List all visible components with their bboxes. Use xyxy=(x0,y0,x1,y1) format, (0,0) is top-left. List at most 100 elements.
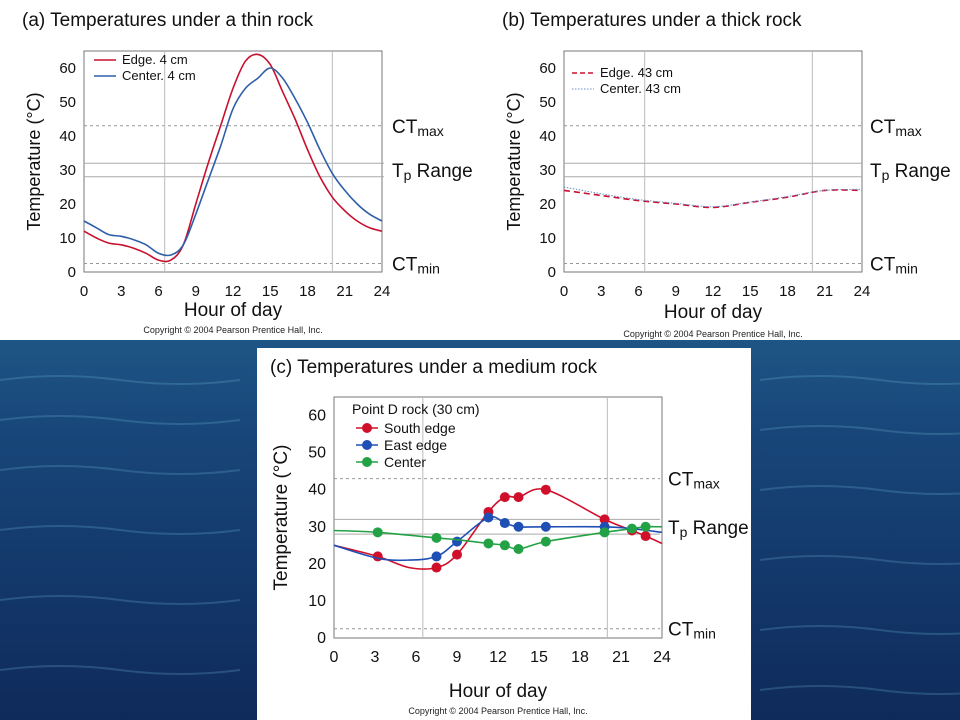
x-tick-label: 3 xyxy=(597,283,605,300)
reference-label-sub: p xyxy=(882,167,890,183)
series-point-1 xyxy=(372,551,383,562)
y-tick-label: 30 xyxy=(308,519,326,536)
x-axis-label: Hour of day xyxy=(449,681,548,702)
chart-title: (c) Temperatures under a medium rock xyxy=(270,357,597,378)
x-tick-label: 9 xyxy=(192,283,200,300)
reference-label-sub: min xyxy=(693,626,716,642)
x-tick-label: 3 xyxy=(371,649,380,666)
legend-label: Center xyxy=(384,454,426,470)
reference-label-main: CT xyxy=(392,117,418,138)
series-point-1 xyxy=(499,492,510,503)
reference-label-sub: min xyxy=(417,261,440,277)
y-tick-label: 20 xyxy=(308,556,326,573)
legend-label: Center. 4 cm xyxy=(122,68,196,83)
y-tick-label: 10 xyxy=(539,230,556,247)
reference-label-main: T xyxy=(392,161,404,182)
series-point-3 xyxy=(626,523,637,534)
x-tick-label: 9 xyxy=(453,649,462,666)
x-tick-label: 3 xyxy=(117,283,125,300)
x-tick-label: 21 xyxy=(612,649,630,666)
chart-group: (b) Temperatures under a thick rockCTmax… xyxy=(502,10,951,339)
series-line-2 xyxy=(563,186,863,208)
x-tick-label: 18 xyxy=(571,649,589,666)
series-point-2 xyxy=(513,521,524,532)
reference-label-sub: max xyxy=(417,123,443,139)
x-tick-label: 15 xyxy=(742,283,759,300)
chart-group: (a) Temperatures under a thin rockCTmaxT… xyxy=(22,10,473,335)
y-tick-label: 50 xyxy=(59,94,76,111)
series-point-2 xyxy=(431,551,442,562)
y-tick-label: 20 xyxy=(539,196,556,213)
copyright-text: Copyright © 2004 Pearson Prentice Hall, … xyxy=(623,329,802,339)
legend-label: Center. 43 cm xyxy=(600,81,681,96)
legend-label: Edge. 4 cm xyxy=(122,52,188,67)
x-tick-label: 6 xyxy=(412,649,421,666)
legend-marker xyxy=(362,423,372,433)
series-line-2 xyxy=(83,67,383,257)
reference-label: CTmin xyxy=(668,620,716,642)
panel-medium-rock: (c) Temperatures under a medium rock CTma… xyxy=(257,348,751,720)
x-tick-label: 12 xyxy=(225,283,242,300)
y-tick-label: 40 xyxy=(59,128,76,145)
series-point-1 xyxy=(431,562,442,573)
panel-thick-rock: (b) Temperatures under a thick rock CTmax… xyxy=(480,0,960,340)
series-point-1 xyxy=(452,549,462,560)
x-tick-label: 18 xyxy=(299,283,316,300)
series-point-1 xyxy=(513,492,524,503)
y-tick-label: 50 xyxy=(308,445,326,462)
y-tick-label: 0 xyxy=(548,264,556,281)
series-point-3 xyxy=(513,544,524,555)
reference-label: CTmax xyxy=(870,117,922,139)
x-tick-label: 6 xyxy=(154,283,162,300)
x-tick-label: 21 xyxy=(816,283,833,300)
panel-thin-rock: (a) Temperatures under a thin rock CTmax T… xyxy=(0,0,480,340)
series-point-2 xyxy=(499,518,510,529)
series-point-1 xyxy=(599,514,610,525)
reference-label: CTmax xyxy=(668,470,720,492)
series-line-1 xyxy=(83,53,383,263)
reference-label-main: CT xyxy=(668,620,694,641)
copyright-text: Copyright © 2004 Pearson Prentice Hall, … xyxy=(143,325,322,335)
reference-label: Tp Range xyxy=(668,518,749,540)
x-tick-label: 24 xyxy=(374,283,391,300)
legend-label: East edge xyxy=(384,437,447,453)
x-tick-label: 21 xyxy=(336,283,353,300)
x-tick-label: 9 xyxy=(672,283,680,300)
plot-frame xyxy=(83,50,383,273)
x-tick-label: 24 xyxy=(854,283,871,300)
y-axis-label: Temperature (°C) xyxy=(271,445,292,591)
plot-frame xyxy=(333,396,663,639)
series-point-1 xyxy=(640,531,651,542)
reference-label-main: CT xyxy=(870,255,896,276)
y-tick-label: 20 xyxy=(59,196,76,213)
x-tick-label: 12 xyxy=(489,649,507,666)
series-line-1 xyxy=(333,488,663,570)
y-tick-label: 60 xyxy=(59,60,76,77)
y-tick-label: 30 xyxy=(59,162,76,179)
reference-label-after: Range xyxy=(687,518,748,539)
series-point-2 xyxy=(452,536,462,547)
reference-label-main: T xyxy=(668,518,680,539)
series-point-1 xyxy=(540,484,551,495)
y-tick-label: 30 xyxy=(539,162,556,179)
reference-label-sub: min xyxy=(895,261,918,277)
series-point-2 xyxy=(483,512,494,523)
series-point-3 xyxy=(599,527,610,538)
x-tick-label: 0 xyxy=(80,283,88,300)
x-tick-label: 15 xyxy=(530,649,548,666)
legend-marker xyxy=(362,440,372,450)
legend-label: South edge xyxy=(384,420,456,436)
chart-thin-rock: (a) Temperatures under a thin rockCTmaxT… xyxy=(22,10,473,335)
series-point-3 xyxy=(540,536,551,547)
reference-label-main: CT xyxy=(870,117,896,138)
x-tick-label: 0 xyxy=(330,649,339,666)
y-tick-label: 10 xyxy=(59,230,76,247)
reference-label: CTmin xyxy=(870,255,918,277)
x-tick-label: 24 xyxy=(653,649,671,666)
reference-label-sub: max xyxy=(693,476,719,492)
y-tick-label: 40 xyxy=(308,482,326,499)
reference-label-sub: p xyxy=(680,524,688,540)
series-point-3 xyxy=(499,540,510,551)
reference-label-main: T xyxy=(870,161,882,182)
x-tick-label: 18 xyxy=(779,283,796,300)
